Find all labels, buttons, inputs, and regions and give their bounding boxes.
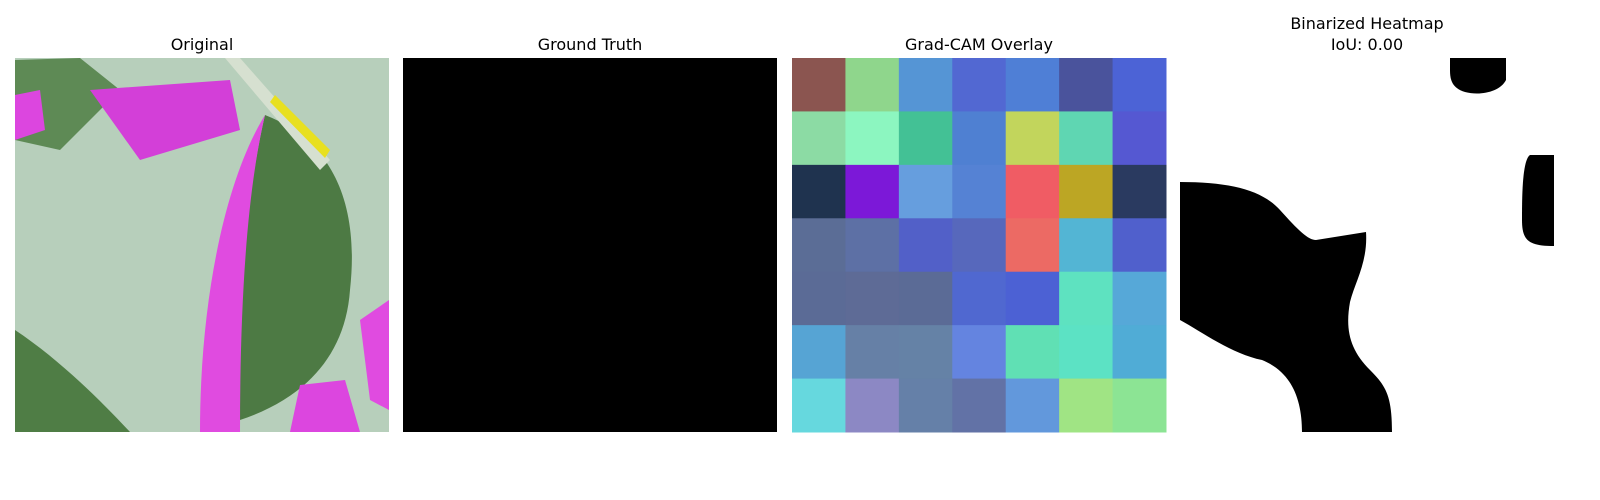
- heatmap-cell: [845, 271, 900, 326]
- leaf: [238, 115, 352, 420]
- heatmap-cell: [845, 111, 900, 166]
- panel-title: Grad-CAM Overlay: [905, 35, 1053, 54]
- panel-title: Ground Truth: [538, 35, 643, 54]
- mask-region: [1450, 58, 1506, 94]
- heatmap-cell: [845, 164, 900, 219]
- heatmap-cell: [1059, 218, 1114, 273]
- heatmap-cell: [952, 325, 1007, 380]
- heatmap-cell: [1112, 271, 1167, 326]
- leaf-patch: [360, 300, 389, 410]
- stem: [225, 58, 330, 170]
- heatmap-cell: [898, 58, 953, 112]
- heatmap-cell: [792, 218, 846, 273]
- panel-title: Original: [171, 35, 234, 54]
- heatmap-cell: [792, 271, 846, 326]
- heatmap-cell: [1005, 164, 1060, 219]
- heatmap-cell: [1059, 325, 1114, 380]
- leaf: [15, 330, 130, 432]
- heatmap-cell: [792, 378, 846, 433]
- heatmap-cell: [952, 218, 1007, 273]
- heatmap-cell: [952, 164, 1007, 219]
- heatmap-cell: [1112, 378, 1167, 433]
- heatmap-cell: [845, 58, 900, 112]
- heatmap-cell: [1005, 271, 1060, 326]
- heatmap-cell: [898, 164, 953, 219]
- mask-region: [1522, 155, 1554, 246]
- heatmap-cell: [952, 58, 1007, 112]
- heatmap-cell: [1059, 58, 1114, 112]
- heatmap-cell: [1005, 58, 1060, 112]
- heatmap-cell: [1112, 58, 1167, 112]
- leaf-patch: [290, 380, 360, 432]
- heatmap-cell: [1059, 271, 1114, 326]
- mask-region: [1180, 182, 1392, 432]
- heatmap-cell: [1005, 111, 1060, 166]
- heatmap-cell: [845, 325, 900, 380]
- heatmap-cell: [1112, 111, 1167, 166]
- heatmap-cell: [1059, 111, 1114, 166]
- heatmap-cell: [792, 111, 846, 166]
- heatmap-cell: [1059, 164, 1114, 219]
- heatmap-cell: [845, 218, 900, 273]
- heatmap-cell: [898, 325, 953, 380]
- heatmap-cell: [898, 111, 953, 166]
- original-image: [15, 58, 389, 432]
- stem-highlight: [270, 95, 330, 158]
- heatmap-cell: [1112, 218, 1167, 273]
- heatmap-cell: [792, 164, 846, 219]
- heatmap-cell: [845, 378, 900, 433]
- heatmap-cell: [952, 271, 1007, 326]
- leaf-patch: [90, 80, 240, 160]
- leaf-patch: [15, 90, 45, 140]
- heatmap-cell: [1005, 218, 1060, 273]
- heatmap-cell: [1112, 164, 1167, 219]
- leaf-patch: [200, 115, 265, 432]
- heatmap-cell: [952, 111, 1007, 166]
- heatmap-cell: [792, 325, 846, 380]
- heatmap-cell: [1059, 378, 1114, 433]
- heatmap-cell: [898, 378, 953, 433]
- gradcam-overlay: [792, 58, 1167, 433]
- binarized-heatmap: [1180, 58, 1554, 432]
- heatmap-cell: [1112, 325, 1167, 380]
- heatmap-cell: [952, 378, 1007, 433]
- ground-truth-mask: [403, 58, 777, 432]
- panel-title: Binarized Heatmap: [1290, 14, 1443, 33]
- heatmap-cell: [1005, 325, 1060, 380]
- heatmap-cell: [792, 58, 846, 112]
- heatmap-cell: [898, 218, 953, 273]
- heatmap-cell: [1005, 378, 1060, 433]
- heatmap-cell: [898, 271, 953, 326]
- panel-title: IoU: 0.00: [1331, 35, 1403, 54]
